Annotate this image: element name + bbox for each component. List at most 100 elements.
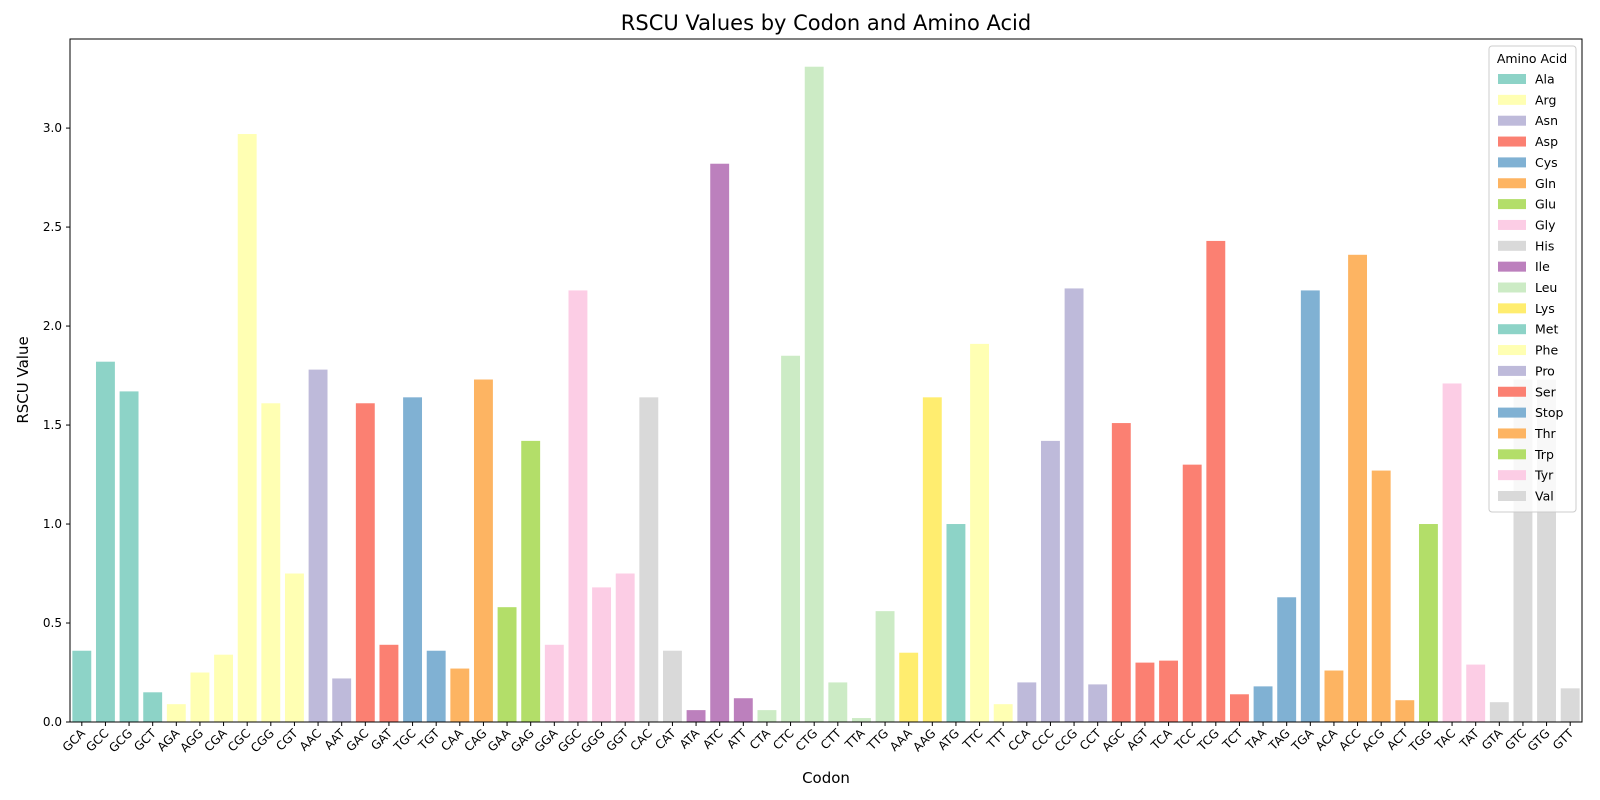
legend-swatch-tyr [1498,470,1526,481]
x-tick-label-taa: TAA [1242,726,1270,754]
x-tick-label-tga: TGA [1288,726,1317,755]
x-tick-label-att: ATT [724,726,750,752]
bar-tac [1442,383,1462,722]
bar-cgg [261,403,281,722]
x-tick-label-aga: AGA [154,726,182,754]
x-tick-label-gac: GAC [343,726,371,754]
bar-cag [473,379,493,722]
legend-swatch-lys [1498,303,1526,314]
bar-cta [757,710,777,722]
bar-cac [639,397,659,722]
x-tick-label-ccc: CCC [1029,726,1057,754]
legend-swatch-glu [1498,199,1526,210]
legend-label-ser: Ser [1535,384,1557,399]
x-tick-label-ctg: CTG [793,726,821,754]
bar-tcg [1206,240,1226,722]
y-tick-label: 0.0 [43,715,62,729]
bar-cct [1088,684,1108,722]
bar-ttg [875,611,895,722]
legend-label-trp: Trp [1534,447,1554,462]
x-tick-label-ggc: GGC [555,726,584,755]
bar-gcc [95,361,115,722]
legend-label-asn: Asn [1535,113,1558,128]
x-tick-label-cgc: CGC [225,726,253,754]
x-tick-label-acc: ACC [1336,726,1363,753]
legend-swatch-gly [1498,219,1526,230]
x-tick-label-act: ACT [1384,726,1411,753]
bar-tca [1159,660,1179,722]
bar-ctg [804,66,824,723]
bar-tcc [1182,464,1202,722]
x-tick-label-caa: CAA [438,726,466,754]
x-tick-label-gaa: GAA [485,726,514,755]
x-axis-title: Codon [802,769,850,787]
legend-label-glu: Glu [1535,197,1556,212]
bar-acg [1371,470,1391,722]
bar-agt [1135,662,1155,722]
x-tick-label-tcc: TCC [1171,726,1198,753]
legend-swatch-his [1498,240,1526,251]
legend-label-cys: Cys [1535,155,1558,170]
x-tick-label-ttc: TTC [959,726,985,752]
bar-gat [379,644,399,722]
x-tick-label-gag: GAG [508,726,537,755]
x-tick-label-cac: CAC [628,726,655,753]
legend: Amino Acid Ala Arg Asn Asp Cys Gln Glu Gly His Il… [1488,45,1577,513]
bar-tag [1277,597,1297,722]
bar-agg [190,672,210,722]
x-tick-label-tac: TAC [1431,726,1458,753]
bar-aag [922,397,942,722]
bar-cgt [284,573,304,722]
bar-cat [662,650,682,722]
x-tick-label-ctt: CTT [818,726,845,753]
bar-gag [521,440,541,722]
bar-aaa [899,652,919,722]
legend-label-his: His [1535,238,1554,253]
x-tick-label-agt: AGT [1124,726,1151,753]
bar-gcg [119,391,139,722]
bar-ttt [993,704,1013,722]
bar-tgc [403,397,423,722]
legend-label-val: Val [1535,489,1554,504]
legend-swatch-ala [1498,74,1526,84]
legend-swatch-stop [1498,407,1526,418]
legend-swatch-ile [1498,261,1526,272]
legend-label-stop: Stop [1535,405,1563,420]
legend-label-gln: Gln [1535,176,1556,191]
x-tick-label-gct: GCT [131,726,159,754]
legend-swatch-arg [1498,94,1526,105]
bar-aca [1324,670,1344,722]
x-tick-label-gtt: GTT [1550,726,1577,753]
y-axis-title: RSCU Value [14,336,32,423]
bar-ggc [568,290,588,722]
bar-aat [332,678,352,722]
bar-acc [1348,254,1368,723]
x-tick-label-gtc: GTC [1502,726,1529,753]
x-tick-label-gca: GCA [60,726,89,755]
x-tick-label-tgc: TGC [390,726,418,754]
bar-atg [946,524,966,722]
bar-ccg [1064,288,1084,722]
bar-ttc [970,343,990,722]
legend-label-phe: Phe [1535,343,1558,358]
bar-tga [1300,290,1320,722]
bar-atc [710,163,730,723]
bar-agc [1111,423,1131,722]
legend-swatch-thr [1498,428,1526,439]
x-tick-label-ata: ATA [677,726,703,752]
x-tick-label-aac: AAC [297,726,325,754]
x-tick-label-tct: TCT [1219,726,1246,753]
bar-tgt [426,650,446,722]
legend-label-asp: Asp [1535,134,1558,149]
bar-aac [308,369,328,722]
x-tick-label-tat: TAT [1456,726,1482,752]
x-tick-label-ggt: GGT [603,726,631,754]
legend-swatch-asp [1498,136,1526,147]
x-tick-label-tag: TAG [1265,726,1292,753]
chart-title: RSCU Values by Codon and Amino Acid [621,11,1031,35]
x-tick-label-aag: AAG [910,726,938,754]
x-tick-label-gcg: GCG [106,726,135,755]
x-tick-label-gat: GAT [368,726,395,753]
y-tick-label: 0.5 [43,616,62,630]
legend-swatch-pro [1498,365,1526,376]
